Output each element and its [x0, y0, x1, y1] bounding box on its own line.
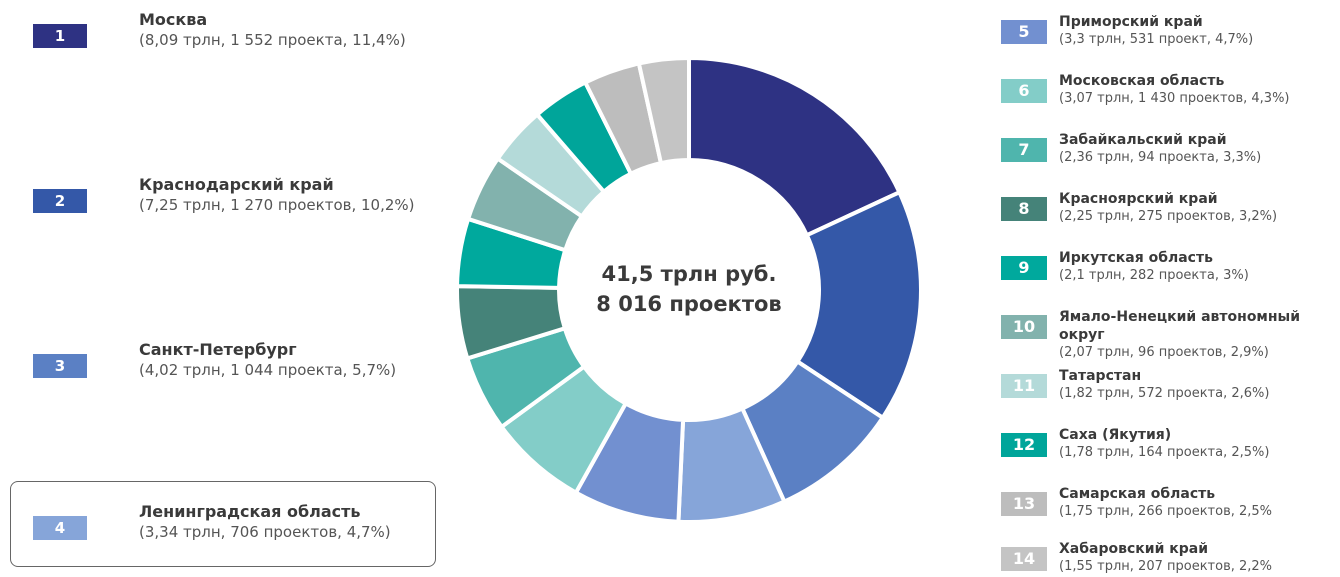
legend-item-13: 13 Самарская область (1,75 трлн, 266 про…: [1001, 485, 1272, 520]
legend-details: (1,75 трлн, 266 проектов, 2,5%: [1059, 504, 1273, 519]
legend-item-11: 11 Татарстан (1,82 трлн, 572 проекта, 2,…: [1001, 367, 1269, 402]
legend-item-2: 2 Краснодарский край (7,25 трлн, 1 270 п…: [33, 175, 415, 215]
legend-badge: 14: [1001, 547, 1047, 571]
legend-item-6: 6 Московская область (3,07 трлн, 1 430 п…: [1001, 72, 1290, 107]
legend-name: Иркутская область: [1059, 250, 1213, 266]
legend-name: Ямало-Ненецкий автономный округ: [1059, 309, 1301, 343]
legend-name: Забайкальский край: [1059, 132, 1227, 148]
legend-badge: 10: [1001, 315, 1047, 339]
legend-item-10: 10 Ямало-Ненецкий автономный округ (2,07…: [1001, 308, 1340, 361]
legend-details: (2,07 трлн, 96 проектов, 2,9%): [1059, 345, 1269, 360]
legend-details: (3,07 трлн, 1 430 проектов, 4,3%): [1059, 91, 1290, 106]
legend-details: (8,09 трлн, 1 552 проекта, 11,4%): [139, 31, 406, 49]
legend-details: (1,82 трлн, 572 проекта, 2,6%): [1059, 386, 1270, 401]
legend-details: (4,02 трлн, 1 044 проекта, 5,7%): [139, 361, 397, 379]
legend-item-9: 9 Иркутская область (2,1 трлн, 282 проек…: [1001, 249, 1249, 284]
legend-item-5: 5 Приморский край (3,3 трлн, 531 проект,…: [1001, 13, 1253, 48]
legend-badge: 3: [33, 354, 87, 378]
legend-item-7: 7 Забайкальский край (2,36 трлн, 94 прое…: [1001, 131, 1261, 166]
legend-badge: 5: [1001, 20, 1047, 44]
legend-details: (2,36 трлн, 94 проекта, 3,3%): [1059, 150, 1262, 165]
legend-name: Санкт-Петербург: [139, 340, 297, 359]
legend-badge: 12: [1001, 433, 1047, 457]
legend-badge: 1: [33, 24, 87, 48]
highlight-frame: [10, 481, 436, 567]
legend-details: (1,55 трлн, 207 проектов, 2,2%: [1059, 559, 1273, 574]
legend-badge: 9: [1001, 256, 1047, 280]
legend-name: Красноярский край: [1059, 191, 1218, 207]
legend-details: (7,25 трлн, 1 270 проектов, 10,2%): [139, 196, 415, 214]
legend-name: Самарская область: [1059, 486, 1216, 502]
legend-badge: 6: [1001, 79, 1047, 103]
legend-item-12: 12 Саха (Якутия) (1,78 трлн, 164 проекта…: [1001, 426, 1269, 461]
legend-details: (3,34 трлн, 706 проектов, 4,7%): [139, 523, 391, 541]
donut-slice-1: [687, 55, 903, 238]
legend-badge: 2: [33, 189, 87, 213]
total-projects: 8 016 проектов: [596, 292, 781, 316]
total-sum: 41,5 трлн руб.: [602, 262, 777, 286]
legend-name: Татарстан: [1059, 368, 1142, 384]
donut-slice-2: [794, 189, 923, 421]
legend-item-1: 1 Москва (8,09 трлн, 1 552 проекта, 11,4…: [33, 10, 406, 50]
legend-name: Хабаровский край: [1059, 541, 1209, 557]
legend-item-4: 4 Ленинградская область (3,34 трлн, 706 …: [33, 502, 391, 542]
legend-badge: 11: [1001, 374, 1047, 398]
legend-details: (1,78 трлн, 164 проекта, 2,5%): [1059, 445, 1270, 460]
donut-slice-14: [636, 55, 691, 166]
legend-name: Ленинградская область: [139, 502, 361, 521]
legend-badge: 4: [33, 516, 87, 540]
legend-item-14: 14 Хабаровский край (1,55 трлн, 207 прое…: [1001, 540, 1272, 575]
legend-name: Краснодарский край: [139, 175, 334, 194]
legend-badge: 13: [1001, 492, 1047, 516]
legend-details: (3,3 трлн, 531 проект, 4,7%): [1059, 32, 1254, 47]
legend-name: Московская область: [1059, 73, 1225, 89]
legend-details: (2,1 трлн, 282 проекта, 3%): [1059, 268, 1249, 283]
legend-item-3: 3 Санкт-Петербург (4,02 трлн, 1 044 прое…: [33, 340, 396, 380]
legend-details: (2,25 трлн, 275 проектов, 3,2%): [1059, 209, 1278, 224]
legend-badge: 8: [1001, 197, 1047, 221]
legend-name: Москва: [139, 10, 208, 29]
legend-badge: 7: [1001, 138, 1047, 162]
legend-name: Приморский край: [1059, 14, 1203, 30]
legend-item-8: 8 Красноярский край (2,25 трлн, 275 прое…: [1001, 190, 1277, 225]
legend-name: Саха (Якутия): [1059, 427, 1172, 443]
